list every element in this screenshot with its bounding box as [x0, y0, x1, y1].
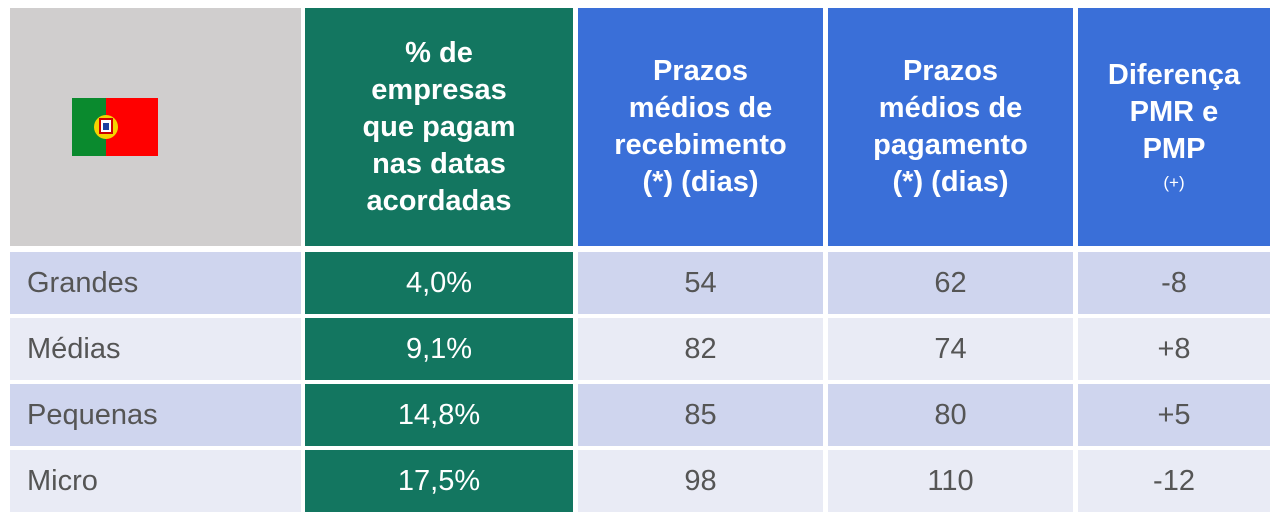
data-cell: +8 [1078, 318, 1270, 380]
header-line: médios de [628, 92, 773, 124]
header-line: % de [405, 36, 473, 69]
header-cell: Prazos médios de recebimento (*) (dias) [578, 8, 823, 246]
data-cell: 9,1% [305, 318, 573, 380]
header-line: que pagam [362, 110, 516, 143]
data-cell: 85 [578, 384, 823, 446]
data-cell: 4,0% [305, 252, 573, 314]
header-line: PMR e [1129, 95, 1219, 128]
data-cell: 98 [578, 450, 823, 512]
header-line: médios de [878, 92, 1023, 124]
header-line: empresas [371, 73, 507, 106]
row-label: Grandes [10, 252, 301, 314]
flag-portugal [72, 98, 158, 156]
header-line: recebimento [614, 129, 787, 161]
header-line: pagamento [873, 129, 1028, 161]
header-line: (*) (dias) [642, 166, 759, 198]
header-line: Prazos [652, 55, 749, 87]
data-cell: 80 [828, 384, 1073, 446]
header-cell: Diferença PMR e PMP (+) [1078, 8, 1270, 246]
data-cell: 62 [828, 252, 1073, 314]
data-cell: 54 [578, 252, 823, 314]
header-cell: % de empresas que pagam nas datas acordadas [305, 8, 573, 246]
header-flag-cell [10, 8, 301, 246]
header-line: nas datas [372, 147, 506, 180]
header-line: Diferença [1107, 58, 1241, 91]
data-cell: 74 [828, 318, 1073, 380]
data-cell: 14,8% [305, 384, 573, 446]
header-line: PMP [1142, 132, 1206, 165]
data-cell: -8 [1078, 252, 1270, 314]
row-label: Médias [10, 318, 301, 380]
header-line: (*) (dias) [892, 166, 1009, 198]
header-note: (+) [1163, 172, 1185, 192]
header-line: acordadas [366, 184, 512, 217]
data-cell: -12 [1078, 450, 1270, 512]
data-cell: 17,5% [305, 450, 573, 512]
row-label: Micro [10, 450, 301, 512]
data-cell: 110 [828, 450, 1073, 512]
header-line: Prazos [902, 55, 999, 87]
data-cell: 82 [578, 318, 823, 380]
header-cell: Prazos médios de pagamento (*) (dias) [828, 8, 1073, 246]
data-cell: +5 [1078, 384, 1270, 446]
row-label: Pequenas [10, 384, 301, 446]
